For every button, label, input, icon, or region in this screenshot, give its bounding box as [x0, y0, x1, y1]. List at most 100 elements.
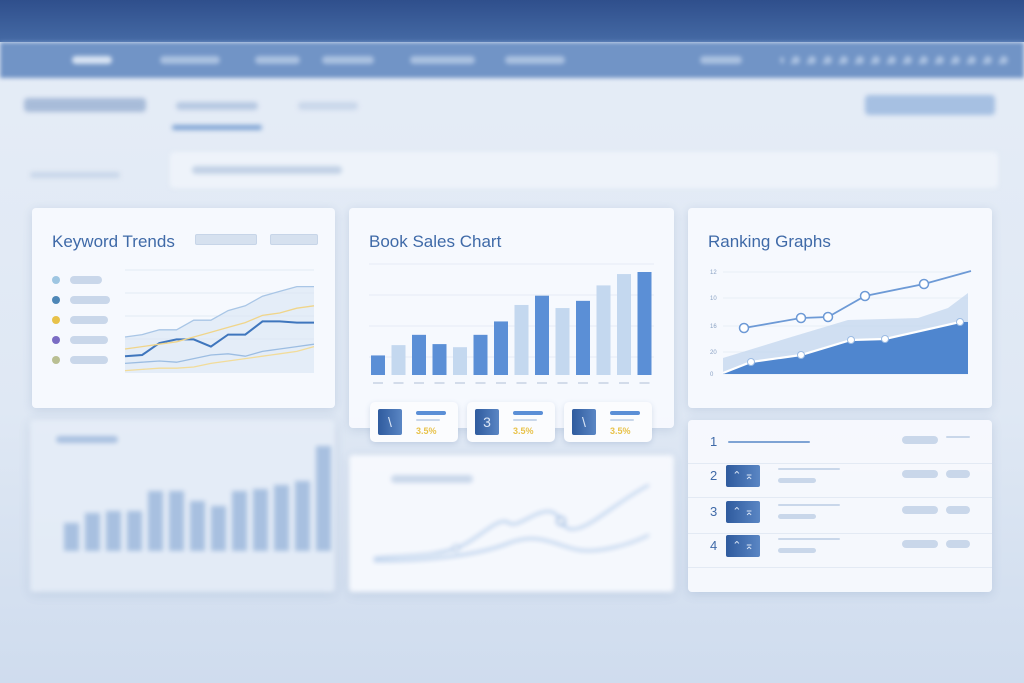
ranking-row[interactable]: 3 ⌃ ⌅: [688, 501, 992, 534]
y-tick-label: 20: [710, 350, 717, 356]
star-rating: [778, 548, 816, 553]
rank-value: [902, 506, 938, 514]
book-sales-chart: [369, 263, 654, 384]
series-line: [124, 345, 315, 372]
keyword-trends-card: Keyword Trends: [32, 208, 335, 408]
bar: [253, 489, 268, 551]
ranking-chart: 12 10 16 20 0: [710, 270, 972, 378]
nav-item[interactable]: [72, 56, 112, 64]
legend-label[interactable]: [70, 356, 108, 364]
search-button[interactable]: [865, 95, 995, 115]
tab-active[interactable]: [176, 102, 258, 110]
sales-bars-card: [30, 420, 335, 592]
ranking-row[interactable]: 2 ⌃ ⌅: [688, 465, 992, 498]
book-title: [778, 468, 840, 470]
bar: [432, 344, 447, 375]
y-tick-label: 0: [710, 372, 714, 378]
data-point: [956, 318, 964, 326]
book-icon: \: [378, 409, 402, 435]
legend-label[interactable]: [70, 276, 102, 284]
data-point: [795, 312, 807, 324]
stat-percent: 3.5%: [610, 426, 631, 436]
book-icon: 3: [475, 409, 499, 435]
x-tick-label: [537, 382, 547, 384]
nav-item[interactable]: [505, 56, 565, 64]
legend-label[interactable]: [70, 336, 108, 344]
card-title: Keyword Trends: [52, 232, 175, 251]
nav-item[interactable]: [255, 56, 300, 64]
nav-item[interactable]: [700, 56, 742, 64]
rank-change: [946, 470, 970, 478]
rank-number: 3: [710, 504, 718, 519]
legend-dot: [52, 356, 60, 364]
data-point: [881, 335, 889, 343]
keyword-chart: [124, 269, 315, 373]
bar-chart: [64, 446, 331, 551]
book-stat-card[interactable]: \ 3.5%: [370, 402, 458, 442]
star-rating: [778, 478, 816, 483]
book-stat-card[interactable]: 3 3.5%: [467, 402, 555, 442]
bar: [106, 511, 121, 551]
stat-label: [513, 411, 543, 415]
filter-value: [192, 166, 342, 174]
card-title: Ranking Graphs: [708, 232, 831, 251]
bar: [555, 308, 570, 375]
dropdown[interactable]: [270, 234, 318, 245]
bar: [64, 523, 79, 551]
bar: [391, 345, 406, 375]
rank-number: 1: [710, 434, 718, 449]
card-title: [56, 436, 118, 443]
window-titlebar: [0, 0, 1024, 42]
stat-sublabel: [416, 419, 440, 421]
data-point: [747, 358, 755, 366]
bar: [85, 513, 100, 551]
x-tick-label: [619, 382, 629, 384]
card-title: Book Sales Chart: [369, 232, 502, 251]
x-tick-label: [475, 382, 486, 384]
rank-number: 2: [710, 468, 718, 483]
tab-indicator: [172, 125, 262, 130]
filter-label: [30, 172, 120, 178]
bar: [576, 300, 590, 375]
book-stat-card[interactable]: \ 3.5%: [564, 402, 652, 442]
bar: [514, 304, 529, 375]
rank-change: [946, 436, 970, 438]
y-tick-label: 16: [710, 324, 717, 330]
ranking-row[interactable]: 1: [688, 434, 992, 464]
legend-label[interactable]: [70, 296, 110, 304]
book-title: [778, 504, 840, 506]
bar: [371, 355, 385, 375]
stat-sublabel: [610, 419, 634, 421]
series-line: [124, 305, 315, 350]
nav-item[interactable]: [160, 56, 220, 64]
nav-icons[interactable]: [780, 56, 1010, 64]
stat-sublabel: [513, 419, 537, 421]
x-tick-label: [639, 382, 650, 384]
bar: [617, 274, 631, 375]
x-tick-label: [557, 382, 568, 384]
x-tick-label: [516, 382, 527, 384]
x-tick-label: [373, 382, 383, 384]
star-rating: [778, 514, 816, 519]
ranking-graphs-card: Ranking Graphs 12 10 16 20 0: [688, 208, 992, 408]
trend-card: [349, 455, 674, 592]
progress-line: [728, 441, 810, 443]
x-tick-label: [434, 382, 445, 384]
bar: [473, 334, 488, 375]
legend-label[interactable]: [70, 316, 108, 324]
ranking-list-card: 1 2 ⌃ ⌅ 3 ⌃ ⌅ 4 ⌃ ⌅: [688, 420, 992, 592]
trend-chart: [373, 484, 650, 562]
data-point: [822, 311, 834, 323]
ranking-row[interactable]: 4 ⌃ ⌅: [688, 535, 992, 568]
bar: [232, 491, 247, 551]
rank-change: [946, 506, 970, 514]
dropdown[interactable]: [195, 234, 257, 245]
tab[interactable]: [298, 102, 358, 110]
series-line: [124, 285, 314, 338]
y-tick-label: 12: [710, 270, 717, 276]
legend-dot: [52, 316, 60, 324]
nav-item[interactable]: [410, 56, 475, 64]
nav-item[interactable]: [322, 56, 374, 64]
bar: [169, 491, 184, 551]
bar: [316, 446, 331, 551]
